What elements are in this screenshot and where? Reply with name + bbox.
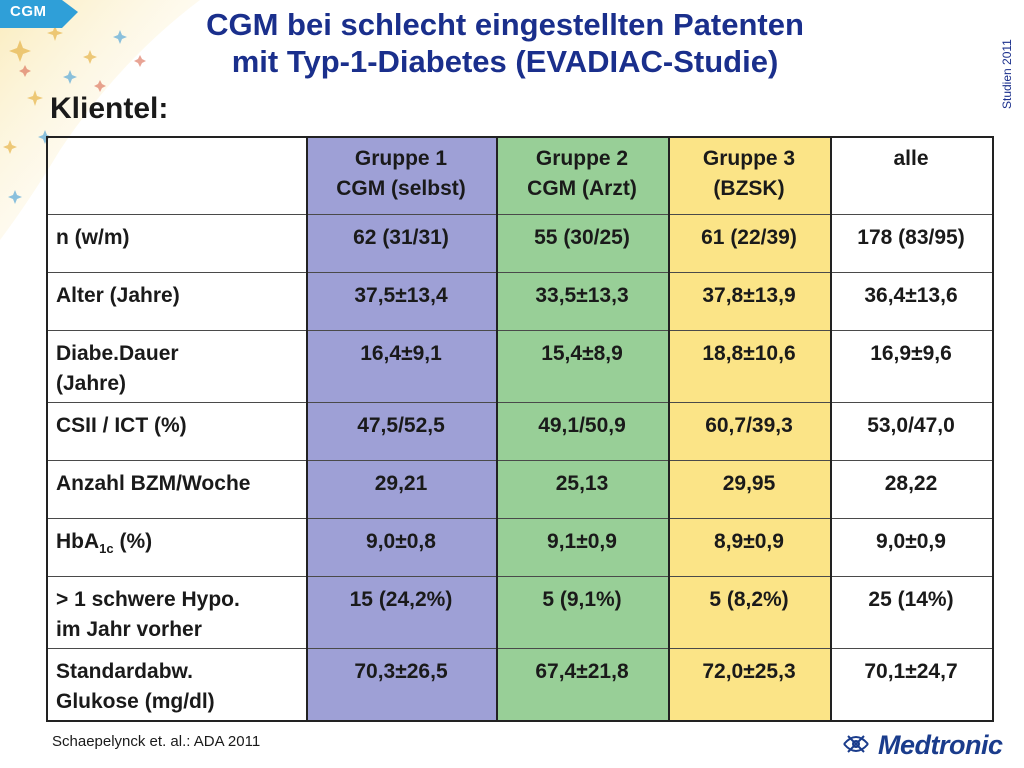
table-cell: 178 (83/95) [830, 214, 992, 273]
cgm-corner-tab: CGM [0, 0, 80, 30]
table-cell: 49,1/50,9 [496, 402, 668, 461]
row-label: Anzahl BZM/Woche [46, 460, 306, 519]
table-row: CSII / ICT (%) 47,5/52,5 49,1/50,9 60,7/… [46, 402, 992, 461]
medtronic-logo: Medtronic [838, 726, 1018, 764]
citation-footer: Schaepelynck et. al.: ADA 2011 [52, 733, 261, 750]
table-cell: 8,9±0,9 [668, 518, 830, 577]
slide-title: CGM bei schlecht eingestellten Patenten … [150, 6, 860, 80]
header-group-3-line2: (BZSK) [713, 177, 785, 200]
table-cell: 9,0±0,9 [830, 518, 992, 577]
table-row: Diabe.Dauer (Jahre) 16,4±9,1 15,4±8,9 18… [46, 330, 992, 403]
table-row: Standardabw. Glukose (mg/dl) 70,3±26,5 6… [46, 648, 992, 721]
table-cell: 9,0±0,8 [306, 518, 496, 577]
table-cell: 70,3±26,5 [306, 648, 496, 721]
table-cell: 5 (9,1%) [496, 576, 668, 649]
header-empty-cell [46, 136, 306, 215]
side-label-studien: Studien 2011 [1000, 39, 1014, 109]
table-cell: 70,1±24,7 [830, 648, 992, 721]
header-group-2-line1: Gruppe 2 [535, 147, 629, 170]
table-cell: 15 (24,2%) [306, 576, 496, 649]
patient-characteristics-table: Gruppe 1 CGM (selbst) Gruppe 2 CGM (Arzt… [46, 136, 992, 721]
title-line-1: CGM bei schlecht eingestellten Patenten [206, 7, 804, 42]
column-divider [830, 136, 832, 720]
header-group-3-line1: Gruppe 3 [702, 147, 796, 170]
row-label-line2: im Jahr vorher [56, 617, 202, 641]
header-group-1-line1: Gruppe 1 [354, 147, 448, 170]
table-cell: 47,5/52,5 [306, 402, 496, 461]
table-cell: 29,95 [668, 460, 830, 519]
table-cell: 61 (22/39) [668, 214, 830, 273]
column-divider [668, 136, 670, 720]
table-cell: 67,4±21,8 [496, 648, 668, 721]
row-label-main: HbA [56, 529, 100, 553]
row-label: n (w/m) [46, 214, 306, 273]
header-all-line1: alle [893, 147, 929, 170]
row-label-line2: (Jahre) [56, 371, 127, 395]
table-cell: 16,9±9,6 [830, 330, 992, 403]
table-row: HbA1c (%) 9,0±0,8 9,1±0,9 8,9±0,9 9,0±0,… [46, 518, 992, 577]
table-cell: 72,0±25,3 [668, 648, 830, 721]
corner-sparkle-decoration [0, 0, 200, 240]
title-line-2: mit Typ-1-Diabetes (EVADIAC-Studie) [231, 44, 779, 79]
row-label-subscript: 1c [99, 540, 114, 556]
row-label-hba1c: HbA1c (%) [46, 518, 306, 577]
header-all: alle [830, 136, 992, 215]
header-group-1: Gruppe 1 CGM (selbst) [306, 136, 496, 215]
row-label-line1: Diabe.Dauer [56, 341, 179, 365]
table-cell: 18,8±10,6 [668, 330, 830, 403]
row-label: > 1 schwere Hypo. im Jahr vorher [46, 576, 306, 649]
table-cell: 53,0/47,0 [830, 402, 992, 461]
table-row: > 1 schwere Hypo. im Jahr vorher 15 (24,… [46, 576, 992, 649]
table-cell: 5 (8,2%) [668, 576, 830, 649]
medtronic-logo-icon [843, 735, 869, 753]
table-row: n (w/m) 62 (31/31) 55 (30/25) 61 (22/39)… [46, 214, 992, 273]
header-group-2-line2: CGM (Arzt) [527, 177, 637, 200]
table-cell: 33,5±13,3 [496, 272, 668, 331]
table-cell: 37,8±13,9 [668, 272, 830, 331]
table-header-row: Gruppe 1 CGM (selbst) Gruppe 2 CGM (Arzt… [46, 136, 992, 215]
table-cell: 60,7/39,3 [668, 402, 830, 461]
table-cell: 25 (14%) [830, 576, 992, 649]
subheading-klientel: Klientel: [50, 92, 169, 125]
header-group-1-line2: CGM (selbst) [336, 177, 466, 200]
table-cell: 15,4±8,9 [496, 330, 668, 403]
table-cell: 25,13 [496, 460, 668, 519]
table-cell: 37,5±13,4 [306, 272, 496, 331]
row-label: Alter (Jahre) [46, 272, 306, 331]
column-divider [306, 136, 308, 720]
header-group-2: Gruppe 2 CGM (Arzt) [496, 136, 668, 215]
header-group-3: Gruppe 3 (BZSK) [668, 136, 830, 215]
row-label-line2: Glukose (mg/dl) [56, 689, 215, 713]
row-label: Standardabw. Glukose (mg/dl) [46, 648, 306, 721]
table-cell: 28,22 [830, 460, 992, 519]
cgm-tab-label: CGM [10, 3, 47, 20]
table-row: Alter (Jahre) 37,5±13,4 33,5±13,3 37,8±1… [46, 272, 992, 331]
row-label: Diabe.Dauer (Jahre) [46, 330, 306, 403]
table-cell: 55 (30/25) [496, 214, 668, 273]
table-cell: 16,4±9,1 [306, 330, 496, 403]
column-divider [496, 136, 498, 720]
table-cell: 9,1±0,9 [496, 518, 668, 577]
table-row: Anzahl BZM/Woche 29,21 25,13 29,95 28,22 [46, 460, 992, 519]
table-cell: 62 (31/31) [306, 214, 496, 273]
medtronic-brand-text: Medtronic [878, 730, 1003, 760]
row-label: CSII / ICT (%) [46, 402, 306, 461]
row-label-rest: (%) [113, 529, 153, 553]
cgm-tab-shape [0, 0, 78, 28]
table-cell: 29,21 [306, 460, 496, 519]
row-label-line1: > 1 schwere Hypo. [56, 587, 240, 611]
row-label-line1: Standardabw. [56, 659, 193, 683]
table-cell: 36,4±13,6 [830, 272, 992, 331]
